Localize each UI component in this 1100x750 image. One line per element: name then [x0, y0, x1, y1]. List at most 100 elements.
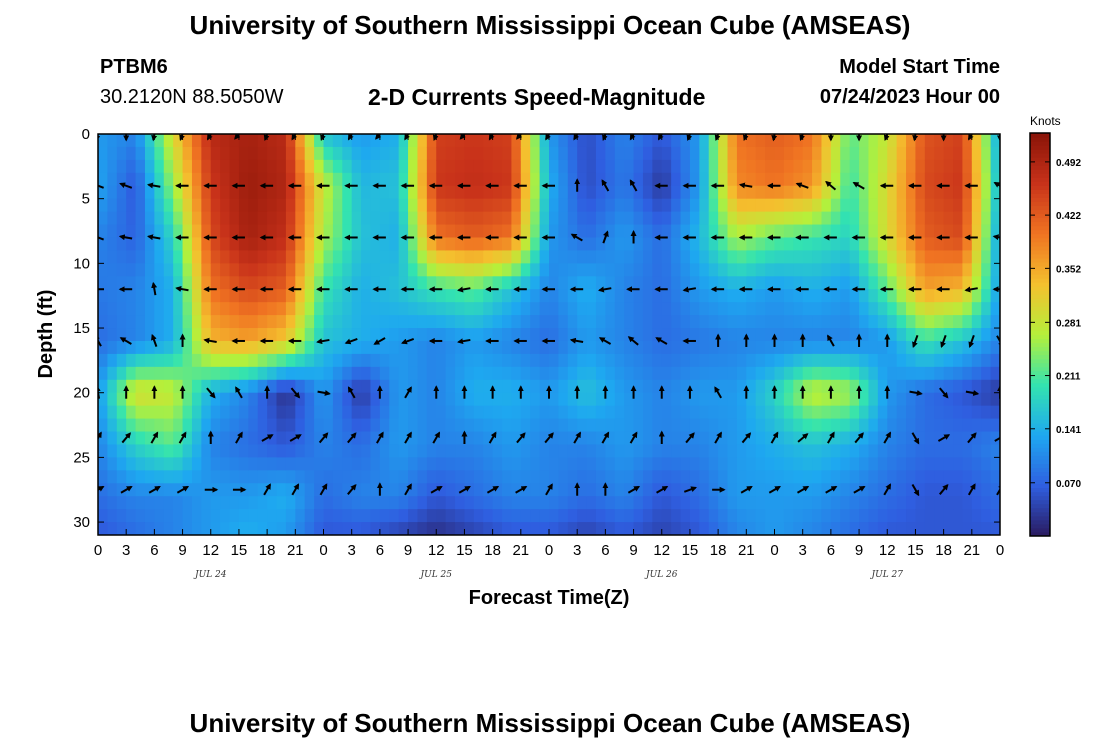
- heat-cell: [689, 328, 700, 342]
- heat-cell: [295, 302, 306, 316]
- heat-cell: [323, 276, 334, 290]
- heat-cell: [163, 470, 174, 484]
- current-arrow: [768, 485, 781, 494]
- heat-cell: [849, 302, 860, 316]
- heat-cell: [417, 134, 428, 148]
- heat-cell: [680, 431, 691, 446]
- current-arrow: [854, 432, 864, 444]
- heat-cell: [323, 379, 334, 394]
- heat-cell: [257, 353, 268, 368]
- heat-cell: [595, 366, 606, 381]
- heat-cell: [689, 418, 700, 433]
- heat-cell: [943, 159, 954, 174]
- heat-cell: [492, 444, 503, 458]
- heat-cell: [793, 315, 804, 329]
- heat-cell: [736, 470, 747, 484]
- heat-cell: [877, 237, 888, 252]
- heat-cell: [906, 418, 917, 433]
- heat-cell: [971, 276, 982, 290]
- current-arrow: [151, 281, 158, 296]
- heat-cell: [135, 224, 146, 239]
- x-tick-label: 0: [770, 542, 778, 559]
- heat-cell: [389, 496, 400, 510]
- heat-cell: [567, 276, 578, 290]
- heat-cell: [257, 405, 268, 420]
- heat-cell: [802, 134, 813, 148]
- heat-cell: [595, 198, 606, 213]
- heat-cell: [126, 353, 137, 368]
- heat-cell: [483, 250, 494, 264]
- heat-cell: [821, 159, 832, 174]
- heat-cell: [267, 328, 278, 342]
- heat-cell: [671, 509, 682, 523]
- heat-cell: [511, 134, 522, 148]
- heat-cell: [408, 276, 419, 290]
- heat-cell: [257, 276, 268, 290]
- heat-cell: [276, 237, 287, 252]
- heat-cell: [201, 496, 212, 510]
- heat-cell: [962, 431, 973, 446]
- heat-cell: [821, 405, 832, 420]
- heat-cell: [765, 289, 776, 303]
- current-arrow: [179, 134, 185, 142]
- heat-cell: [567, 237, 578, 252]
- heat-cell: [924, 328, 935, 342]
- heat-cell: [990, 263, 1000, 277]
- heat-cell: [642, 522, 653, 535]
- heat-cell: [652, 134, 663, 148]
- heat-cell: [464, 509, 475, 523]
- heat-cell: [614, 509, 625, 523]
- heat-cell: [342, 496, 353, 510]
- heat-cell: [370, 198, 381, 213]
- heat-cell: [98, 496, 108, 510]
- heat-cell: [699, 289, 710, 303]
- heat-cell: [342, 146, 353, 161]
- heat-cell: [107, 431, 118, 446]
- heat-cell: [361, 315, 372, 329]
- heat-cell: [633, 470, 644, 484]
- heat-cell: [483, 340, 494, 355]
- heat-cell: [558, 444, 569, 458]
- heat-cell: [971, 431, 982, 446]
- heat-cell: [642, 431, 653, 446]
- heat-cell: [502, 185, 513, 200]
- heat-cell: [633, 250, 644, 264]
- heat-cell: [116, 379, 127, 394]
- colorbar-segment: [1030, 137, 1050, 142]
- heat-cell: [370, 483, 381, 497]
- heat-cell: [624, 392, 635, 407]
- heat-cell: [342, 237, 353, 252]
- heat-cell: [830, 237, 841, 252]
- heat-cell: [699, 496, 710, 510]
- heat-cell: [126, 509, 137, 523]
- current-arrow: [573, 431, 582, 444]
- heat-cell: [398, 134, 409, 148]
- heat-cell: [173, 289, 184, 303]
- heat-cell: [774, 431, 785, 446]
- heat-cell: [727, 134, 738, 148]
- heat-cell: [755, 353, 766, 368]
- heat-cell: [699, 263, 710, 277]
- heat-cell: [830, 302, 841, 316]
- current-arrow: [569, 337, 584, 344]
- current-arrow: [827, 431, 835, 444]
- heat-cell: [962, 211, 973, 226]
- heat-cell: [727, 353, 738, 368]
- heat-cell: [445, 315, 456, 329]
- heat-cell: [746, 366, 757, 381]
- heat-cell: [464, 366, 475, 381]
- heat-cell: [220, 418, 231, 433]
- heat-cell: [859, 418, 870, 433]
- heat-cell: [163, 483, 174, 497]
- heat-cell: [323, 146, 334, 161]
- colorbar-segment: [1030, 451, 1050, 456]
- heat-cell: [868, 146, 879, 161]
- heat-cell: [163, 237, 174, 252]
- heat-cell: [126, 146, 137, 161]
- heat-cell: [248, 198, 259, 213]
- heat-cell: [220, 496, 231, 510]
- colorbar-tick-label: 0.141: [1056, 425, 1081, 436]
- heat-cell: [135, 172, 146, 187]
- heat-cell: [483, 172, 494, 187]
- heat-cell: [520, 198, 531, 213]
